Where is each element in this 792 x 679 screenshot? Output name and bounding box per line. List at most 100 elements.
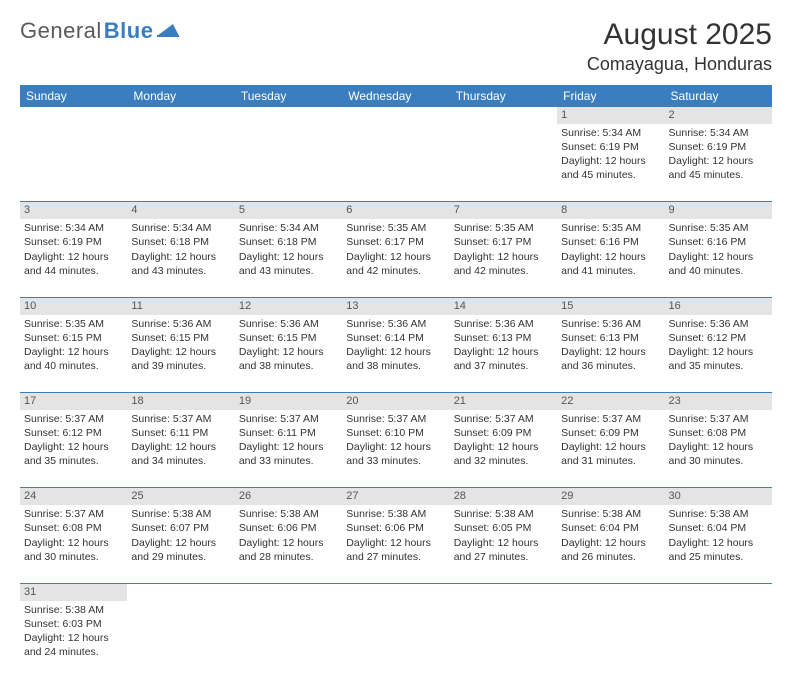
sunset-line: Sunset: 6:11 PM — [131, 426, 230, 440]
day-cell: Sunrise: 5:36 AMSunset: 6:14 PMDaylight:… — [342, 315, 449, 393]
logo: General Blue — [20, 18, 183, 44]
day2-line: and 29 minutes. — [131, 550, 230, 564]
day1-line: Daylight: 12 hours — [131, 345, 230, 359]
day-number: 23 — [665, 393, 772, 410]
sunset-line: Sunset: 6:05 PM — [454, 521, 553, 535]
day-number: 11 — [127, 297, 234, 314]
day-cell: Sunrise: 5:38 AMSunset: 6:03 PMDaylight:… — [20, 601, 127, 679]
sunrise-line: Sunrise: 5:37 AM — [239, 412, 338, 426]
day1-line: Daylight: 12 hours — [131, 250, 230, 264]
day-number: 31 — [20, 583, 127, 600]
day2-line: and 41 minutes. — [561, 264, 660, 278]
sunset-line: Sunset: 6:13 PM — [561, 331, 660, 345]
day1-line: Daylight: 12 hours — [346, 345, 445, 359]
day-cell: Sunrise: 5:35 AMSunset: 6:15 PMDaylight:… — [20, 315, 127, 393]
day-number: 1 — [557, 107, 664, 124]
sunset-line: Sunset: 6:14 PM — [346, 331, 445, 345]
sunrise-line: Sunrise: 5:38 AM — [669, 507, 768, 521]
day-cell: Sunrise: 5:35 AMSunset: 6:17 PMDaylight:… — [342, 219, 449, 297]
day-number: 3 — [20, 202, 127, 219]
day1-line: Daylight: 12 hours — [669, 250, 768, 264]
day2-line: and 27 minutes. — [346, 550, 445, 564]
day-content-row: Sunrise: 5:38 AMSunset: 6:03 PMDaylight:… — [20, 601, 772, 679]
day-header: Friday — [557, 85, 664, 107]
day1-line: Daylight: 12 hours — [346, 440, 445, 454]
sunset-line: Sunset: 6:15 PM — [131, 331, 230, 345]
sunrise-line: Sunrise: 5:34 AM — [239, 221, 338, 235]
day2-line: and 36 minutes. — [561, 359, 660, 373]
day-content-row: Sunrise: 5:37 AMSunset: 6:08 PMDaylight:… — [20, 505, 772, 583]
sunrise-line: Sunrise: 5:36 AM — [454, 317, 553, 331]
day-cell: Sunrise: 5:36 AMSunset: 6:13 PMDaylight:… — [557, 315, 664, 393]
sunset-line: Sunset: 6:04 PM — [561, 521, 660, 535]
sunset-line: Sunset: 6:07 PM — [131, 521, 230, 535]
sunset-line: Sunset: 6:16 PM — [561, 235, 660, 249]
day2-line: and 30 minutes. — [669, 454, 768, 468]
day2-line: and 28 minutes. — [239, 550, 338, 564]
day-cell: Sunrise: 5:35 AMSunset: 6:17 PMDaylight:… — [450, 219, 557, 297]
day-header-row: SundayMondayTuesdayWednesdayThursdayFrid… — [20, 85, 772, 107]
day-number: 18 — [127, 393, 234, 410]
day-cell: Sunrise: 5:35 AMSunset: 6:16 PMDaylight:… — [665, 219, 772, 297]
day-number — [450, 107, 557, 124]
sunset-line: Sunset: 6:08 PM — [669, 426, 768, 440]
month-title: August 2025 — [587, 18, 772, 52]
day-cell — [235, 601, 342, 679]
day-number — [557, 583, 664, 600]
day1-line: Daylight: 12 hours — [669, 536, 768, 550]
day2-line: and 37 minutes. — [454, 359, 553, 373]
day-number — [235, 107, 342, 124]
sunset-line: Sunset: 6:17 PM — [454, 235, 553, 249]
day2-line: and 33 minutes. — [346, 454, 445, 468]
day-number: 16 — [665, 297, 772, 314]
day2-line: and 34 minutes. — [131, 454, 230, 468]
day1-line: Daylight: 12 hours — [561, 154, 660, 168]
day1-line: Daylight: 12 hours — [131, 440, 230, 454]
day1-line: Daylight: 12 hours — [24, 536, 123, 550]
day1-line: Daylight: 12 hours — [561, 345, 660, 359]
sunrise-line: Sunrise: 5:37 AM — [24, 507, 123, 521]
day-number — [450, 583, 557, 600]
day-cell: Sunrise: 5:37 AMSunset: 6:09 PMDaylight:… — [450, 410, 557, 488]
day2-line: and 27 minutes. — [454, 550, 553, 564]
day-header: Saturday — [665, 85, 772, 107]
day2-line: and 44 minutes. — [24, 264, 123, 278]
day-cell: Sunrise: 5:38 AMSunset: 6:04 PMDaylight:… — [665, 505, 772, 583]
day-number: 14 — [450, 297, 557, 314]
day2-line: and 38 minutes. — [239, 359, 338, 373]
sunset-line: Sunset: 6:17 PM — [346, 235, 445, 249]
day-cell: Sunrise: 5:37 AMSunset: 6:08 PMDaylight:… — [665, 410, 772, 488]
sunrise-line: Sunrise: 5:37 AM — [131, 412, 230, 426]
day-cell — [342, 124, 449, 202]
day-number-row: 17181920212223 — [20, 393, 772, 410]
sunrise-line: Sunrise: 5:38 AM — [239, 507, 338, 521]
sunset-line: Sunset: 6:19 PM — [561, 140, 660, 154]
day1-line: Daylight: 12 hours — [561, 440, 660, 454]
day1-line: Daylight: 12 hours — [239, 536, 338, 550]
sunrise-line: Sunrise: 5:36 AM — [346, 317, 445, 331]
day1-line: Daylight: 12 hours — [561, 250, 660, 264]
day-cell — [450, 601, 557, 679]
day-header: Wednesday — [342, 85, 449, 107]
day1-line: Daylight: 12 hours — [239, 440, 338, 454]
sunrise-line: Sunrise: 5:37 AM — [346, 412, 445, 426]
day-cell: Sunrise: 5:37 AMSunset: 6:10 PMDaylight:… — [342, 410, 449, 488]
day1-line: Daylight: 12 hours — [669, 345, 768, 359]
day-cell — [557, 601, 664, 679]
sunset-line: Sunset: 6:18 PM — [131, 235, 230, 249]
day1-line: Daylight: 12 hours — [669, 154, 768, 168]
day1-line: Daylight: 12 hours — [239, 345, 338, 359]
day2-line: and 35 minutes. — [669, 359, 768, 373]
day1-line: Daylight: 12 hours — [131, 536, 230, 550]
sunset-line: Sunset: 6:19 PM — [24, 235, 123, 249]
day-header: Thursday — [450, 85, 557, 107]
sunset-line: Sunset: 6:15 PM — [24, 331, 123, 345]
day-cell: Sunrise: 5:34 AMSunset: 6:19 PMDaylight:… — [557, 124, 664, 202]
sunset-line: Sunset: 6:10 PM — [346, 426, 445, 440]
sunrise-line: Sunrise: 5:37 AM — [669, 412, 768, 426]
sunrise-line: Sunrise: 5:37 AM — [454, 412, 553, 426]
sunset-line: Sunset: 6:12 PM — [669, 331, 768, 345]
day-cell: Sunrise: 5:37 AMSunset: 6:11 PMDaylight:… — [127, 410, 234, 488]
day2-line: and 31 minutes. — [561, 454, 660, 468]
logo-word2: Blue — [104, 18, 154, 44]
